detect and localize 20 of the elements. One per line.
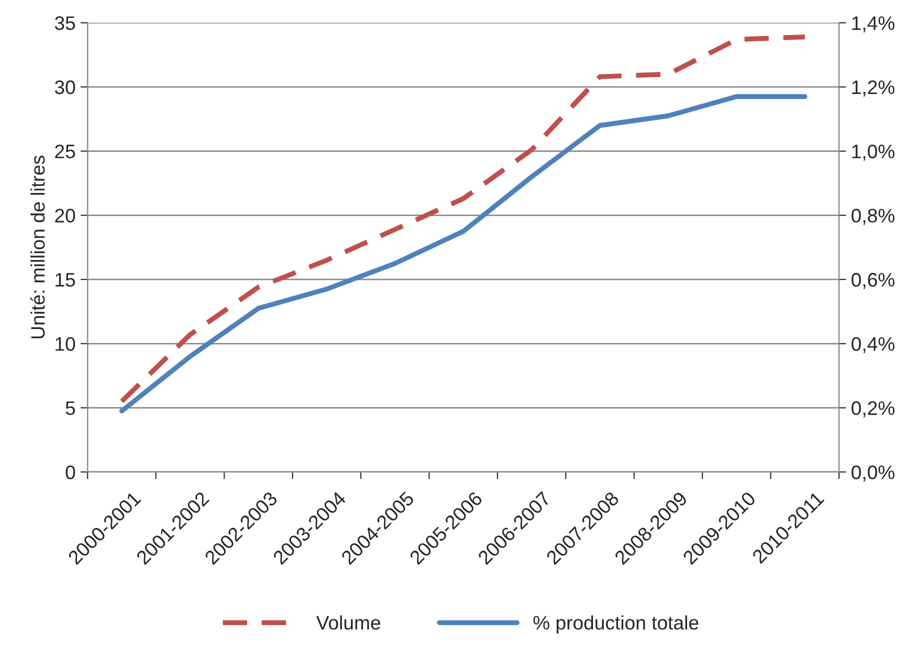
y-tick-label: 15 (56, 273, 75, 287)
y2-tick-label: 0,0% (852, 465, 894, 482)
y-tick-label: 30 (54, 80, 76, 94)
legend-label: Volume (316, 615, 380, 630)
y-tick-label: 10 (56, 337, 76, 351)
y-tick-label: 5 (66, 401, 75, 416)
y-tick-label: 35 (54, 16, 75, 30)
y2-tick-label: 0,8% (852, 208, 894, 225)
y-tick-label: 0 (66, 465, 76, 480)
legend-label: % production totale (533, 615, 698, 634)
y-tick-label: 20 (55, 208, 76, 223)
y2-tick-label: 0,2% (852, 401, 894, 418)
y2-tick-label: 1,0% (852, 144, 894, 161)
line-series (119, 94, 808, 414)
y2-tick-label: 1,4% (852, 16, 894, 32)
y2-tick-label: 0,6% (852, 272, 894, 289)
y-tick-label: 25 (55, 144, 75, 158)
y2-tick-label: 0,4% (852, 337, 894, 354)
y2-tick-label: 1,2% (852, 80, 894, 96)
y-axis-title: Unité: million de litres (30, 156, 45, 338)
